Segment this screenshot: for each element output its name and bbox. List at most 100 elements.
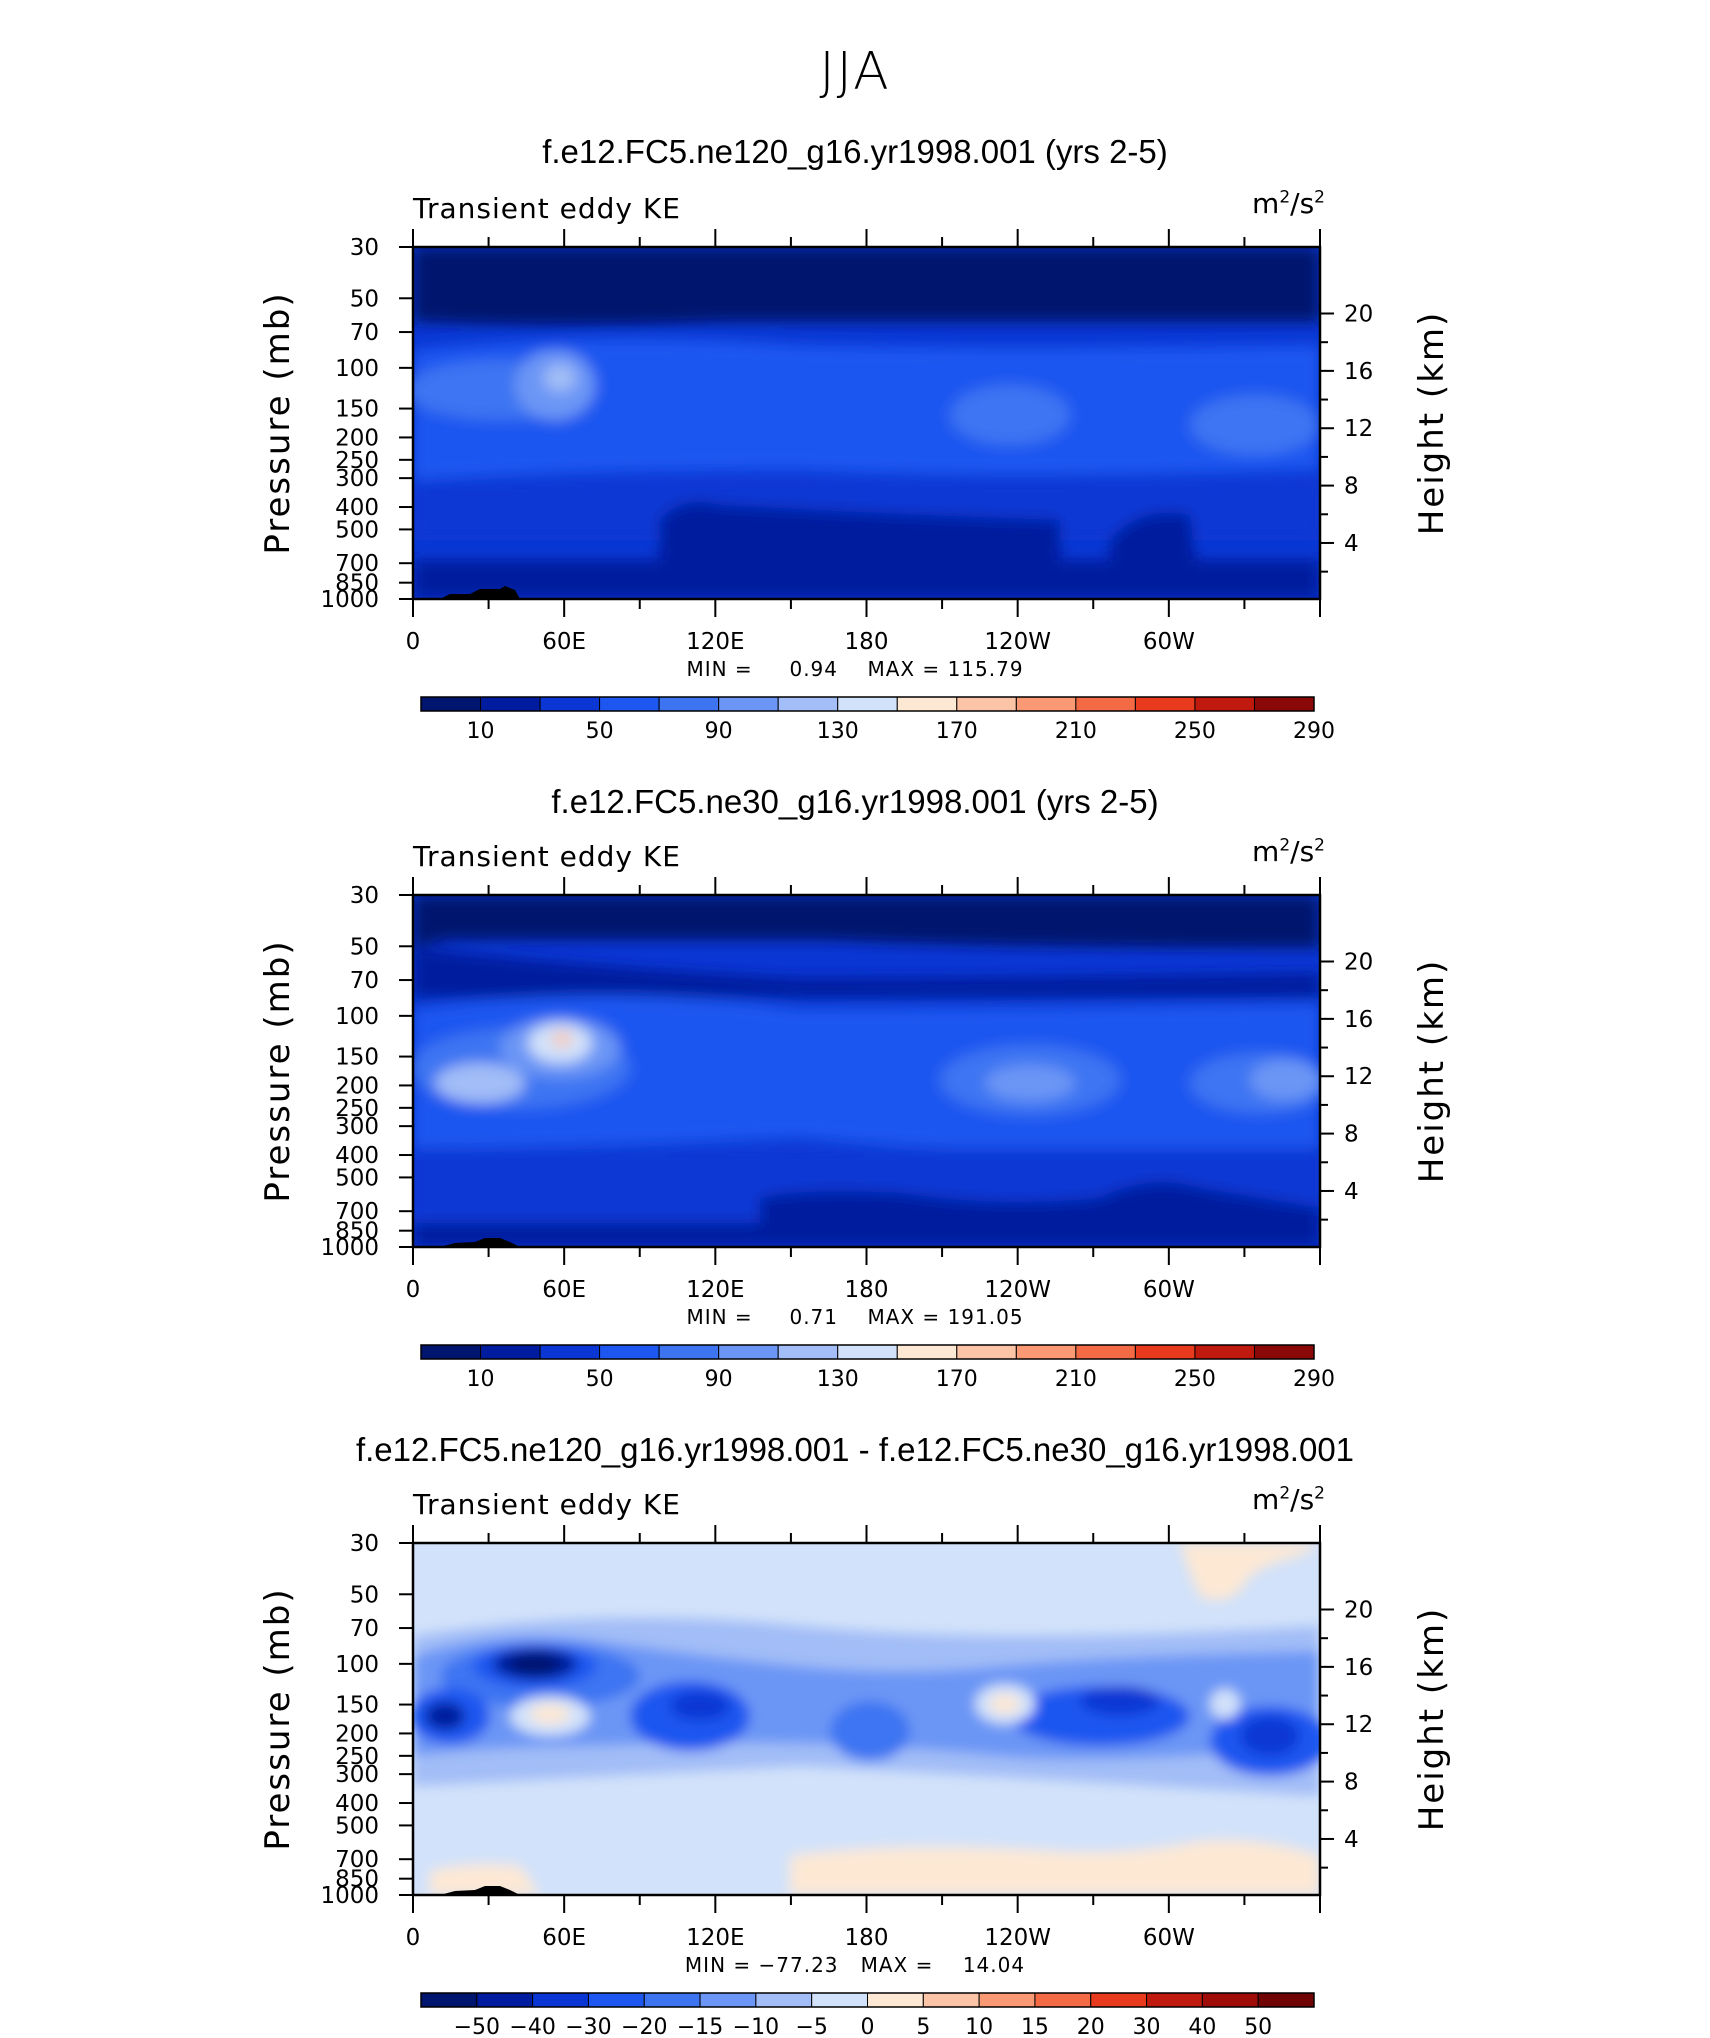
y-tick-label: 70 (350, 968, 379, 994)
colorbar-swatch (867, 1992, 924, 2008)
panel-1-minmax: MIN = 0.94 MAX = 115.79 (686, 657, 1024, 681)
y-tick-label: 50 (350, 1582, 379, 1608)
y-tick-label: 100 (335, 356, 379, 382)
y-tick-label: 700 (335, 1847, 379, 1873)
colorbar-label: 10 (965, 2015, 993, 2038)
colorbar-label: 50 (1244, 2015, 1272, 2038)
colorbar-swatch (755, 1992, 813, 2008)
y-tick-label: 200 (335, 1073, 379, 1099)
panel-1-y2label: Height (km) (1412, 310, 1452, 536)
colorbar-label: −30 (565, 2015, 611, 2038)
colorbar-swatch (811, 1992, 868, 2008)
y-tick-label: 400 (335, 495, 379, 521)
y-tick-label: 50 (350, 934, 379, 960)
colorbar-label: 20 (1077, 2015, 1105, 2038)
colorbar-label: 10 (467, 1367, 495, 1392)
colorbar-label: 130 (817, 1367, 859, 1392)
colorbar-label: 30 (1133, 2015, 1161, 2038)
panel-3-ylabel: Pressure (mb) (258, 1587, 298, 1851)
colorbar-frame (420, 696, 1315, 712)
colorbar-label: 250 (1174, 719, 1216, 744)
y-tick-label: 250 (335, 1096, 379, 1122)
y2-tick-label: 12 (1344, 1712, 1373, 1738)
x-tick-label: 120W (984, 1277, 1051, 1303)
panel-2-ylabel: Pressure (mb) (258, 939, 298, 1203)
colorbar-label: 170 (936, 719, 978, 744)
panel-1-ylabel: Pressure (mb) (258, 291, 298, 555)
panel-1-plot: 0 60E 120E 180 120W 60W3050701001502002503004… (320, 229, 1373, 744)
colorbar-swatch (699, 1992, 757, 2008)
panel-2-contour-field (413, 895, 1320, 1247)
x-tick-label: 60E (542, 1925, 586, 1951)
y-tick-label: 100 (335, 1652, 379, 1678)
colorbar-swatch (922, 1992, 980, 2008)
panel-1-title: f.e12.FC5.ne120_g16.yr1998.001 (yrs 2-5) (542, 133, 1168, 170)
y-tick-label: 500 (335, 1813, 379, 1839)
colorbar-label: 250 (1174, 1367, 1216, 1392)
colorbar-swatch (643, 1992, 701, 2008)
y-tick-label: 150 (335, 1045, 379, 1071)
y2-tick-label: 16 (1344, 1655, 1373, 1681)
y2-tick-label: 8 (1344, 1770, 1359, 1796)
panel-3-y2label: Height (km) (1412, 1606, 1452, 1832)
colorbar-label: 10 (467, 719, 495, 744)
y2-tick-label: 8 (1344, 474, 1359, 500)
colorbar-frame (420, 1344, 1315, 1360)
x-tick-label: 120W (984, 629, 1051, 655)
page-title: JJA (819, 42, 891, 102)
y-tick-label: 300 (335, 466, 379, 492)
colorbar-label: 90 (705, 1367, 733, 1392)
y-tick-label: 50 (350, 286, 379, 312)
x-tick-label: 60W (1143, 1277, 1195, 1303)
x-tick-label: 120E (686, 1925, 744, 1951)
y2-tick-label: 20 (1344, 950, 1373, 976)
colorbar-label: −10 (733, 2015, 779, 2038)
y2-tick-label: 12 (1344, 416, 1373, 442)
colorbar-label: 50 (586, 719, 614, 744)
y2-tick-label: 20 (1344, 1598, 1373, 1624)
colorbar-label: 15 (1021, 2015, 1049, 2038)
x-tick-label: 60E (542, 1277, 586, 1303)
panel-1-contour-field (413, 247, 1320, 599)
x-tick-label: 0 (406, 629, 421, 655)
panel-1-units: m2/s2 (1252, 187, 1325, 220)
colorbar-swatch (587, 1992, 645, 2008)
colorbar-label: −5 (795, 2015, 827, 2038)
y-tick-label: 850 (335, 1867, 379, 1893)
y-tick-label: 1000 (320, 587, 379, 613)
x-tick-label: 120E (686, 629, 744, 655)
colorbar-label: −20 (621, 2015, 667, 2038)
y-tick-label: 850 (335, 1219, 379, 1245)
panel-2-title: f.e12.FC5.ne30_g16.yr1998.001 (yrs 2-5) (551, 783, 1159, 820)
y-tick-label: 150 (335, 397, 379, 423)
panel-1-left-string: Transient eddy KE (413, 192, 681, 225)
colorbar-swatch (532, 1992, 589, 2008)
colorbar-label: 290 (1293, 719, 1335, 744)
y-tick-label: 1000 (320, 1235, 379, 1261)
x-tick-label: 0 (406, 1277, 421, 1303)
colorbar-label: 90 (705, 719, 733, 744)
panel-2-units: m2/s2 (1252, 835, 1325, 868)
y2-tick-label: 20 (1344, 302, 1373, 328)
colorbar-label: 170 (936, 1367, 978, 1392)
colorbar-label: 5 (916, 2015, 930, 2038)
x-tick-label: 0 (406, 1925, 421, 1951)
y-tick-label: 850 (335, 571, 379, 597)
y-tick-label: 700 (335, 1199, 379, 1225)
y-tick-label: 1000 (320, 1883, 379, 1909)
y-tick-label: 70 (350, 1616, 379, 1642)
panel-2-y2label: Height (km) (1412, 958, 1452, 1184)
panel-3-contour-field (413, 1543, 1320, 1895)
y-tick-label: 250 (335, 448, 379, 474)
y-tick-label: 400 (335, 1791, 379, 1817)
y-tick-label: 500 (335, 517, 379, 543)
panel-3-units: m2/s2 (1252, 1483, 1325, 1516)
y-tick-label: 200 (335, 425, 379, 451)
colorbar-label: 0 (861, 2015, 875, 2038)
colorbar-swatch (1090, 1992, 1148, 2008)
y2-tick-label: 4 (1344, 1827, 1359, 1853)
x-tick-label: 120E (686, 1277, 744, 1303)
colorbar-swatch (476, 1992, 534, 2008)
panel-3-minmax: MIN = −77.23 MAX = 14.04 (684, 1953, 1026, 1977)
colorbar-frame (420, 1992, 1315, 2008)
